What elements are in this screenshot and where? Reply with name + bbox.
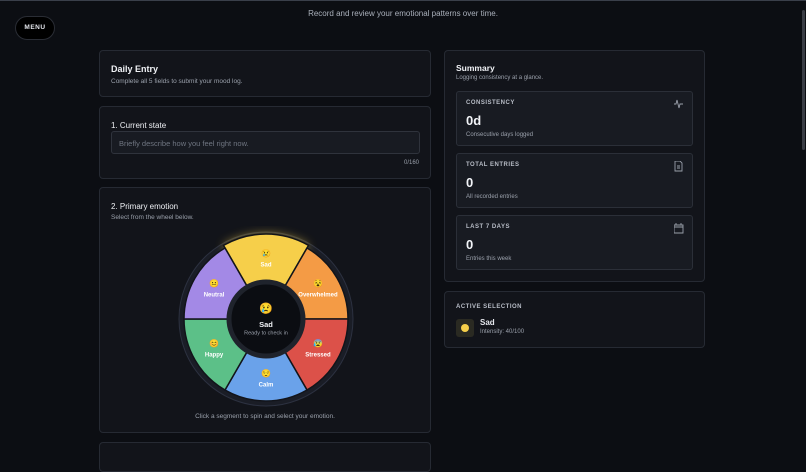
segment-emoji: 😢 [261,249,271,258]
center-name: Sad [259,320,273,329]
icon-path [674,99,683,109]
stat-label: LAST 7 DAYS [466,224,510,230]
current-state-card: 1. Current state Briefly describe how yo… [99,106,431,179]
stat-icon [674,99,683,109]
stat-box: CONSISTENCY 0d Consecutive days logged [456,91,693,146]
segment-label: Neutral [204,293,225,299]
wheel-center [226,279,306,359]
stat-caption: Consecutive days logged [466,132,534,138]
stat-box: TOTAL ENTRIES 0 All recorded entries [456,153,693,208]
char-counter: 0/160 [403,160,419,166]
selection-intensity: Intensity: 40/100 [480,329,525,335]
section-label: ACTIVE SELECTION [456,304,523,310]
selection-icon [456,319,474,337]
field-label: 1. Current state [111,121,167,130]
field-hint: Select from the wheel below. [111,214,194,221]
stat-icon [674,161,683,172]
segment-label: Overwhelmed [298,293,338,299]
card-subtitle: Complete all 5 fields to submit your moo… [111,78,243,85]
active-selection-card: ACTIVE SELECTION Sad Intensity: 40/100 [444,291,705,348]
stat-icon [674,223,684,234]
stat-caption: Entries this week [466,256,512,262]
segment-emoji: 😰 [313,339,323,348]
primary-emotion-card: 2. Primary emotion Select from the wheel… [99,187,431,433]
text-input[interactable]: Briefly describe how you feel right now. [111,131,420,154]
daily-entry-card: Daily Entry Complete all 5 fields to sub… [99,50,431,97]
icon-path [674,161,683,172]
segment-emoji: 😊 [209,339,219,348]
selection-name: Sad [480,318,495,327]
segment-label: Calm [259,383,274,389]
top-border [0,0,806,1]
segment-label: Sad [260,263,271,269]
card-subtitle: Logging consistency at a glance. [456,75,544,81]
header-subtitle: Record and review your emotional pattern… [308,9,498,18]
stat-box: LAST 7 DAYS 0 Entries this week [456,215,693,270]
segment-emoji: 😐 [209,279,219,288]
segment-label: Stressed [305,353,331,359]
emotion-wheel: 😢 Sad 😵 Overwhelmed 😰 Stressed 😌 Calm 😊 Happy 😐 Neu… [178,231,354,407]
next-card [99,442,431,472]
selection-dot [461,324,469,332]
card-title: Summary [456,63,495,73]
menu-button[interactable]: MENU [15,16,55,40]
field-label: 2. Primary emotion [111,202,179,211]
center-status: Ready to check in [244,330,288,336]
stat-value: 0d [466,113,482,128]
segment-label: Happy [205,353,224,359]
wheel-footer: Click a segment to spin and select your … [195,413,335,420]
scrollbar [802,10,805,150]
card-title: Daily Entry [111,64,159,74]
stat-label: TOTAL ENTRIES [466,162,520,168]
segment-emoji: 😌 [261,369,271,378]
stat-value: 0 [466,175,474,190]
icon-path [674,223,684,234]
segment-emoji: 😵 [313,279,323,288]
summary-card: Summary Logging consistency at a glance.… [444,50,705,282]
stat-value: 0 [466,237,474,252]
stat-caption: All recorded entries [466,194,518,200]
center-emoji: 😢 [259,302,273,315]
stat-label: CONSISTENCY [466,100,515,106]
